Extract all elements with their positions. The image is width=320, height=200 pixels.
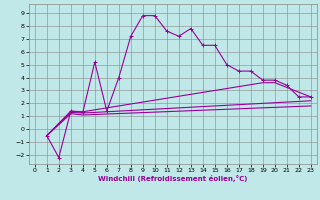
X-axis label: Windchill (Refroidissement éolien,°C): Windchill (Refroidissement éolien,°C) <box>98 175 247 182</box>
